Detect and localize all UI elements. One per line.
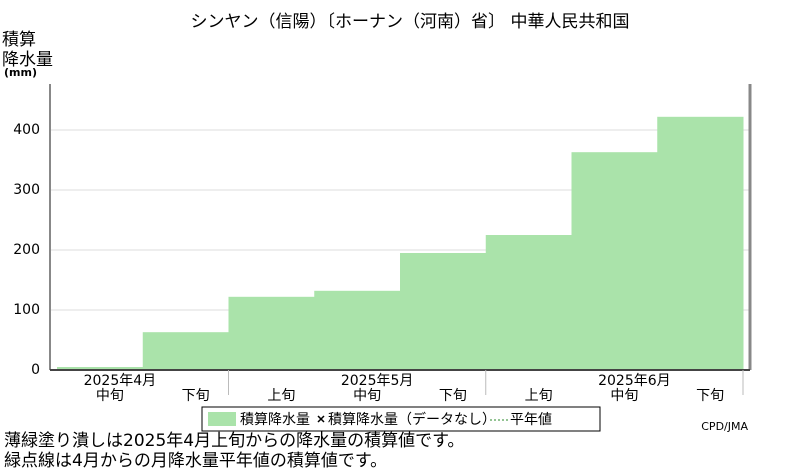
month-label: 2025年6月 bbox=[598, 373, 671, 389]
x-tick-label: 下旬 bbox=[696, 388, 724, 404]
y-axis-label: 積算 bbox=[2, 30, 36, 50]
y-tick-label: 300 bbox=[13, 182, 40, 198]
bar bbox=[228, 296, 315, 370]
legend-label: 積算降水量 bbox=[240, 412, 310, 428]
y-tick-label: 0 bbox=[31, 362, 40, 378]
note: 緑点線は4月からの月降水量平年値の積算値です。 bbox=[4, 451, 387, 470]
bar bbox=[485, 235, 572, 370]
bar bbox=[57, 367, 144, 370]
note: 薄緑塗り潰しは2025年4月上旬からの降水量の積算値です。 bbox=[4, 430, 464, 451]
legend-label: 平年値 bbox=[510, 412, 552, 428]
x-tick-label: 中旬 bbox=[353, 388, 381, 404]
x-tick-label: 上旬 bbox=[267, 388, 295, 404]
x-tick-label: 下旬 bbox=[439, 388, 467, 404]
x-tick-label: 中旬 bbox=[96, 388, 124, 404]
y-axis-label: (mm) bbox=[4, 66, 37, 79]
y-tick-label: 100 bbox=[13, 302, 40, 318]
bar bbox=[400, 253, 487, 370]
legend-label: 積算降水量（データなし） bbox=[328, 411, 496, 428]
credit: CPD/JMA bbox=[701, 420, 748, 433]
bar bbox=[657, 116, 744, 370]
month-label: 2025年5月 bbox=[341, 373, 414, 389]
chart-title: シンヤン（信陽）〔ホーナン（河南）省〕 中華人民共和国 bbox=[191, 12, 630, 32]
x-tick-label: 下旬 bbox=[182, 388, 210, 404]
legend-swatch bbox=[208, 412, 236, 426]
bar bbox=[571, 152, 658, 370]
y-axis-label: 降水量 bbox=[2, 50, 53, 70]
x-tick-label: 上旬 bbox=[525, 388, 553, 404]
y-tick-label: 200 bbox=[13, 242, 40, 258]
bar bbox=[314, 290, 401, 370]
bar bbox=[142, 332, 229, 370]
y-tick-label: 400 bbox=[13, 122, 40, 138]
legend-marker bbox=[317, 415, 325, 423]
legend-box bbox=[201, 406, 601, 432]
month-label: 2025年4月 bbox=[84, 373, 157, 389]
x-tick-label: 中旬 bbox=[610, 388, 638, 404]
